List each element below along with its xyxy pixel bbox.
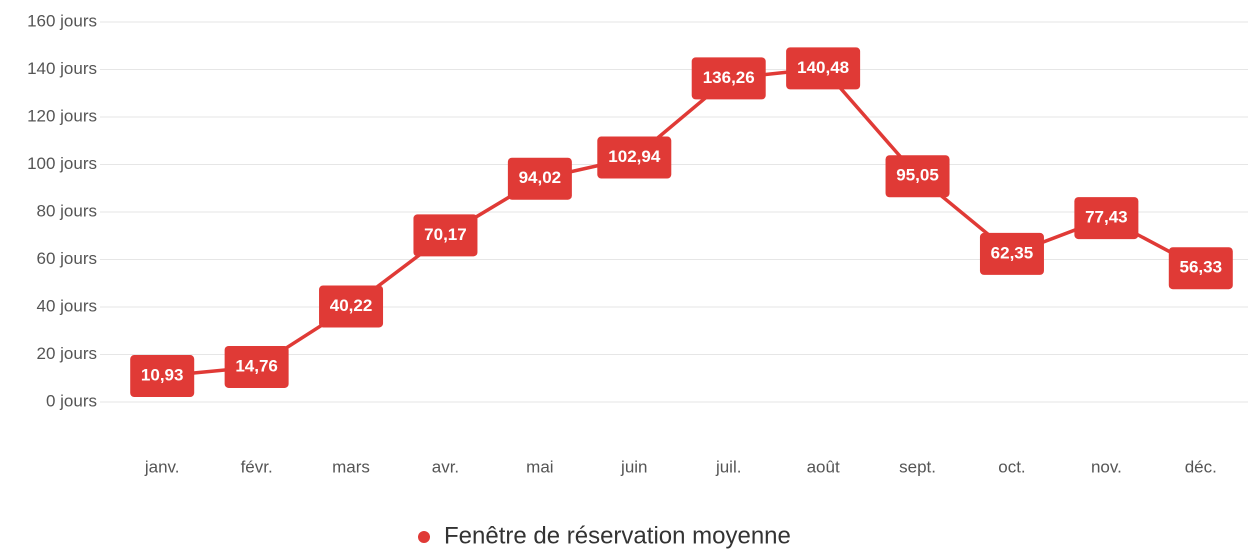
data-label: 102,94	[608, 147, 661, 166]
x-tick-label: juin	[620, 457, 647, 476]
x-tick-label: sept.	[899, 457, 936, 476]
data-label-box	[597, 136, 672, 179]
x-tick-label: août	[807, 457, 840, 476]
data-label-box	[885, 155, 950, 198]
x-tick-label: janv.	[144, 457, 180, 476]
data-label: 56,33	[1180, 258, 1223, 277]
data-label: 14,76	[235, 356, 278, 375]
data-label: 70,17	[424, 225, 467, 244]
data-label-box	[224, 345, 289, 388]
x-tick-label: mars	[332, 457, 370, 476]
data-label-box	[1074, 197, 1139, 240]
y-tick-label: 120 jours	[27, 106, 97, 125]
y-tick-label: 140 jours	[27, 59, 97, 78]
data-label-box	[691, 57, 766, 100]
legend-marker	[418, 531, 430, 543]
y-tick-label: 0 jours	[46, 391, 97, 410]
data-label: 136,26	[703, 68, 755, 87]
data-label: 140,48	[797, 58, 849, 77]
data-label: 94,02	[519, 168, 562, 187]
data-label: 62,35	[991, 243, 1034, 262]
x-tick-label: nov.	[1091, 457, 1122, 476]
x-tick-label: déc.	[1185, 457, 1217, 476]
y-tick-label: 60 jours	[37, 249, 97, 268]
y-tick-label: 20 jours	[37, 344, 97, 363]
y-tick-label: 80 jours	[37, 201, 97, 220]
x-tick-label: oct.	[998, 457, 1025, 476]
data-label-box	[507, 157, 572, 200]
legend-label: Fenêtre de réservation moyenne	[444, 522, 791, 549]
data-label: 10,93	[141, 366, 184, 385]
data-label-box	[413, 214, 478, 257]
data-label-box	[1168, 247, 1233, 290]
data-label: 95,05	[896, 166, 939, 185]
data-label-box	[979, 232, 1044, 275]
x-tick-label: avr.	[432, 457, 459, 476]
data-label-box	[319, 285, 384, 328]
y-tick-label: 100 jours	[27, 154, 97, 173]
data-label-box	[130, 355, 195, 398]
data-label: 40,22	[330, 296, 373, 315]
y-tick-label: 40 jours	[37, 296, 97, 315]
x-tick-label: juil.	[715, 457, 742, 476]
data-label-box	[786, 47, 861, 90]
data-label: 77,43	[1085, 208, 1128, 227]
y-tick-label: 160 jours	[27, 11, 97, 30]
x-tick-label: févr.	[241, 457, 273, 476]
x-tick-label: mai	[526, 457, 553, 476]
line	[162, 66, 1202, 378]
